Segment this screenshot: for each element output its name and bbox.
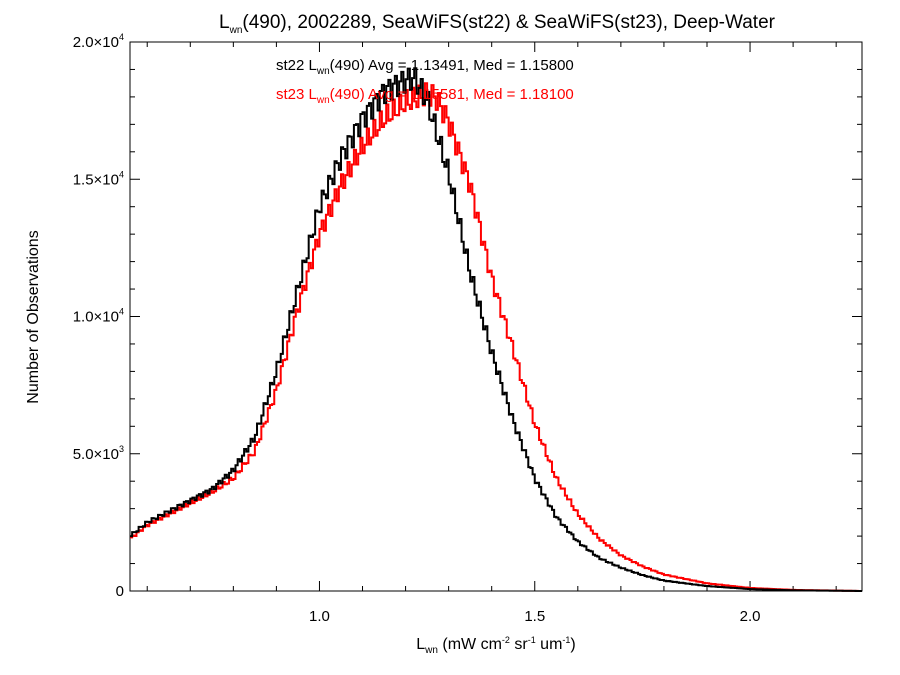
series-annotation-st22: st22 Lwn(490) Avg = 1.13491, Med = 1.158…	[276, 57, 574, 77]
x-tick-label: 1.5	[524, 608, 545, 625]
plot-frame	[129, 41, 863, 592]
chart-title-main: L	[219, 12, 230, 33]
x-tick-label: 2.0	[740, 608, 761, 625]
y-axis-ticks: 0 5.0×103 1.0×104 1.5×104 2.0×104	[73, 32, 862, 600]
x-tick-label: 1.0	[309, 608, 330, 625]
chart-title-sub: wn	[229, 25, 243, 36]
y-tick-label: 2.0×104	[73, 32, 124, 51]
y-tick-label: 5.0×103	[73, 444, 124, 463]
chart-title: Lwn(490), 2002289, SeaWiFS(st22) & SeaWi…	[219, 12, 776, 36]
y-axis-label: Number of Observations	[25, 230, 42, 403]
chart-title-rest: (490), 2002289, SeaWiFS(st22) & SeaWiFS(…	[242, 12, 775, 33]
series-annotation-st23: st23 Lwn(490) Avg = 1.15581, Med = 1.181…	[276, 86, 574, 106]
y-tick-label: 1.0×104	[73, 307, 124, 326]
series-line-st22	[130, 67, 862, 592]
series-layer	[130, 67, 862, 592]
series-line-st23	[130, 82, 862, 592]
y-tick-label: 1.5×104	[73, 169, 124, 188]
x-axis-label: Lwn (mW cm-2 sr-1 um-1)	[416, 635, 576, 656]
y-tick-label: 0	[116, 583, 124, 600]
x-axis-ticks: 1.0 1.5 2.0	[146, 42, 837, 625]
